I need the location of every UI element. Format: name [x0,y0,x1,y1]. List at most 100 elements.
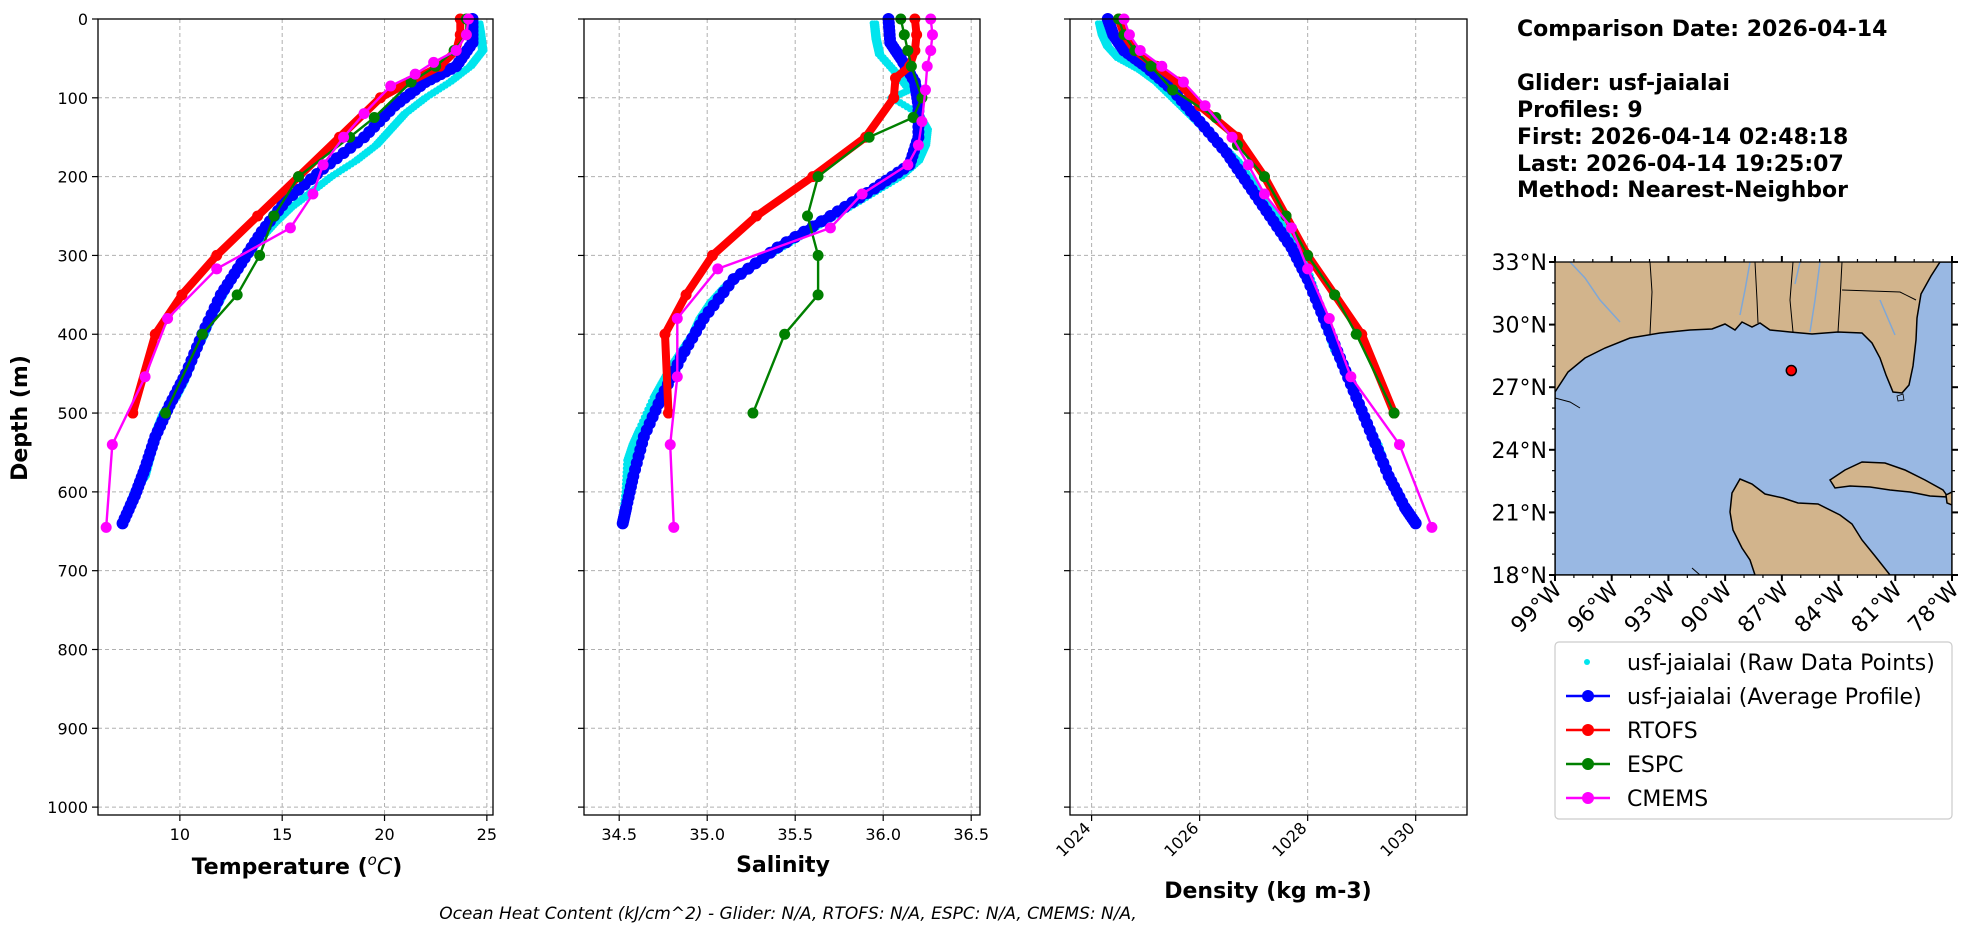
y-tick-label: 100 [57,89,88,108]
data-point-cmems [925,45,937,57]
map-lat-label: 30°N [1492,314,1547,339]
map-lat-label: 18°N [1492,564,1547,589]
data-point-glider [640,424,653,437]
depth-axis-title: Depth (m) [8,355,33,481]
data-point-espc [196,328,208,340]
data-point-rtofs [176,289,188,301]
data-point-glider [393,95,406,108]
data-point-glider [798,225,810,238]
data-point-cmems [916,115,928,127]
data-point-glider [218,283,231,296]
data-point-glider [1260,204,1273,217]
hispaniola-island [1945,491,1952,506]
data-point-espc [1350,328,1362,340]
legend-marker [1582,724,1594,736]
y-tick-label: 800 [57,640,88,659]
data-point-cmems [1226,131,1238,143]
y-tick-label: 0 [78,10,88,29]
data-point-glider [1238,173,1251,186]
glider-name-text: Glider: usf-jaialai [1517,71,1730,96]
series-cmems [664,13,938,533]
legend-entry-cmems: CMEMS [1566,787,1708,812]
data-point-cmems [668,521,680,533]
data-point-cmems [1426,521,1438,533]
data-point-glider [140,456,153,469]
data-point-glider [1216,141,1229,154]
data-point-cmems [671,312,683,324]
x-tick-label: 1026 [1160,818,1202,860]
y-tick-label: 600 [57,483,88,502]
data-point-espc [747,407,759,419]
series-line-rtofs [661,15,921,418]
legend-marker [1584,659,1590,665]
data-point-glider [1347,384,1360,397]
map-lon-label: 96°W [1563,577,1624,638]
y-tick-label: 300 [57,246,88,265]
ocean-heat-content-footer: Ocean Heat Content (kJ/cm^2) - Glider: N… [439,904,1137,924]
series-glider [616,13,925,530]
data-point-espc [1302,249,1314,261]
data-point-glider [629,463,642,476]
series-glider [116,13,479,530]
data-point-glider [815,215,828,228]
last-time-text: Last: 2026-04-14 19:25:07 [1517,152,1844,177]
data-point-rtofs [252,210,264,222]
data-point-glider [831,205,844,218]
data-point-cmems [712,263,724,275]
data-point-glider [363,125,376,138]
legend-marker [1582,758,1594,770]
data-point-cmems [139,371,151,383]
data-point-rtofs [888,92,900,104]
data-point-glider [1363,424,1376,437]
map-lon-label: 84°W [1790,577,1851,638]
legend-marker [1582,792,1594,804]
data-point-cmems [284,222,296,234]
y-tick-label: 1000 [47,798,88,817]
data-point-cmems [912,139,924,151]
y-tick-label: 200 [57,168,88,187]
data-point-espc [268,210,280,222]
x-tick-label: 35.0 [689,825,725,844]
x-tick-label: 1024 [1052,818,1094,860]
data-point-cmems [1285,222,1297,234]
data-point-cmems [385,80,397,92]
map-lat-label: 33°N [1492,251,1547,276]
data-point-cmems [1199,100,1211,112]
data-point-espc [1258,171,1270,183]
data-point-cmems [824,222,836,234]
data-point-glider [118,512,131,525]
density-axis-title: Density (kg m-3) [1164,879,1372,904]
series-raw [1094,20,1420,525]
data-point-espc [812,289,824,301]
data-point-cmems [671,371,683,383]
data-point-glider [1281,236,1294,249]
gulf-of-mexico-map: 33°N30°N27°N24°N21°N18°N99°W96°W93°W90°W… [1492,251,1965,638]
x-tick-label: 20 [374,825,394,844]
temperature-panel: 10 15 20 25 0 100 200 300 400 500 600 700 800 900 1000 [47,10,497,844]
series-glider [1101,13,1422,530]
comparison-date-text: Comparison Date: 2026-04-14 [1517,17,1887,42]
data-point-espc [231,289,243,301]
series-cmems [100,13,474,533]
data-point-cmems [338,131,350,143]
data-point-glider [734,267,747,280]
map-lon-label: 81°W [1847,577,1908,638]
data-point-rtofs [659,328,671,340]
data-point-espc [368,112,380,124]
x-tick-label: 36.5 [953,825,989,844]
salinity-panel: 34.5 35.0 35.5 36.0 36.5 [578,13,989,844]
data-point-espc [779,328,791,340]
data-point-cmems [856,188,868,200]
state-borders [1555,262,1917,575]
data-point-glider [151,425,164,438]
data-point-espc [293,171,305,183]
data-point-espc [254,249,266,261]
data-point-espc [802,210,814,222]
y-tick-label: 900 [57,719,88,738]
series-line-cmems [104,17,470,529]
series-cmems [1118,13,1438,533]
data-point-espc [902,45,914,57]
profiles-count-text: Profiles: 9 [1517,98,1643,123]
data-point-cmems [1242,159,1254,171]
data-point-rtofs [149,328,161,340]
